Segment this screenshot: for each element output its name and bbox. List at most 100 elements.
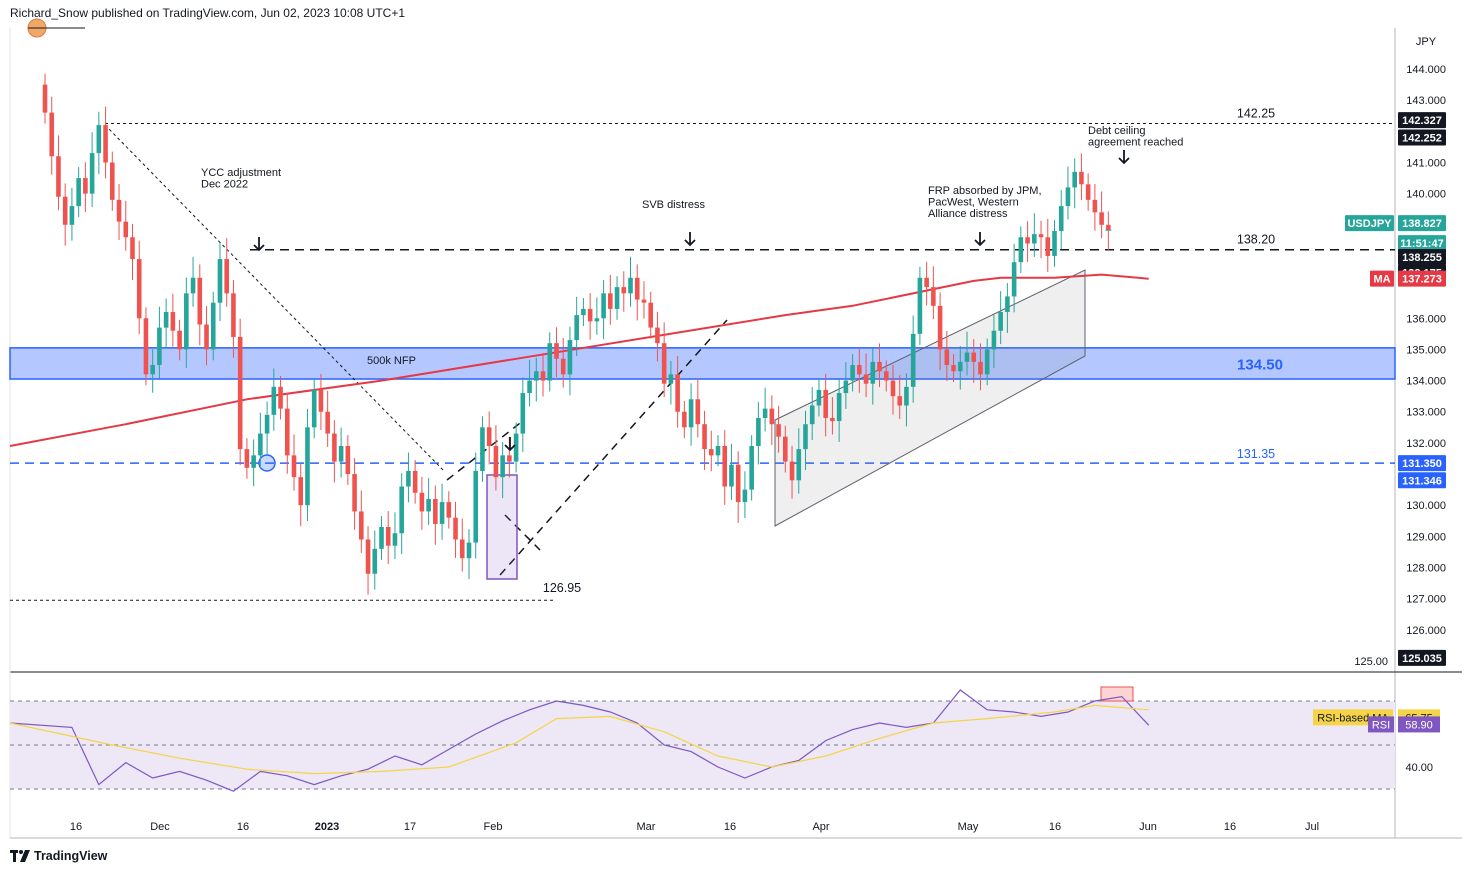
- candle-130: [917, 266, 923, 345]
- candle-body: [722, 446, 728, 487]
- price-tag-bg: [1398, 472, 1446, 489]
- candle-96: [688, 383, 694, 446]
- candle-73: [533, 357, 539, 402]
- price-tag-11: 125.035: [1398, 649, 1446, 666]
- candle-body: [311, 389, 317, 428]
- candle-body: [264, 414, 270, 434]
- candle-149: [1045, 218, 1051, 272]
- y-tick-1: 143.000: [1406, 95, 1446, 107]
- candle-body: [715, 446, 721, 456]
- candle-24: [204, 306, 209, 366]
- candle-119: [843, 362, 849, 409]
- candle-63: [466, 529, 472, 580]
- candle-body: [1032, 234, 1037, 244]
- candle-body: [210, 302, 216, 350]
- y-tick-3: 140.000: [1406, 189, 1446, 201]
- candle-27: [224, 238, 230, 307]
- price-tag-text: 11:51:47: [1400, 238, 1443, 250]
- annotation-4-line-0: Debt ceiling: [1088, 125, 1145, 137]
- candle-65: [480, 416, 485, 482]
- candle-body: [406, 470, 411, 487]
- candle-47: [359, 490, 364, 553]
- candle-body: [49, 112, 55, 157]
- candle-body: [695, 399, 701, 425]
- candle-body: [628, 277, 633, 294]
- candle-body: [352, 474, 357, 512]
- price-tag-text: MA: [1373, 274, 1390, 286]
- candle-body: [224, 259, 230, 294]
- candle-80: [581, 298, 586, 327]
- candle-95: [682, 400, 687, 439]
- candle-3: [62, 183, 68, 246]
- annotation-4-line-1: agreement reached: [1088, 137, 1183, 149]
- candle-62: [459, 518, 465, 572]
- y-tick-13: 126.000: [1406, 625, 1446, 637]
- candle-body: [237, 336, 243, 450]
- candle-body: [116, 199, 122, 222]
- candle-39: [305, 408, 310, 522]
- x-tick-9: May: [958, 821, 979, 833]
- candle-body: [392, 533, 398, 546]
- candle-61: [453, 501, 458, 558]
- candle-body: [964, 352, 970, 362]
- candle-89: [641, 281, 647, 319]
- price-tag-4: 11:51:47: [1398, 235, 1446, 252]
- candle-86: [621, 271, 627, 312]
- candle-92: [661, 322, 667, 398]
- rsi-tag: RSI 58.90: [1368, 716, 1440, 733]
- candle-body: [1085, 184, 1091, 200]
- publisher-header: Richard_Snow published on TradingView.co…: [10, 6, 406, 20]
- candle-57: [426, 478, 431, 525]
- price-tag-3: 138.827: [1398, 215, 1446, 232]
- candle-body: [184, 293, 189, 350]
- candle-101: [722, 430, 728, 505]
- price-tag-text: 142.327: [1402, 115, 1442, 127]
- candle-90: [648, 291, 653, 339]
- candle-body: [1052, 231, 1057, 256]
- candle-body: [816, 389, 822, 406]
- candle-body: [480, 427, 485, 471]
- candle-body: [648, 302, 653, 328]
- candle-body: [433, 498, 438, 524]
- candle-body: [991, 330, 997, 350]
- candle-31: [251, 439, 256, 487]
- candle-76: [554, 327, 559, 378]
- candle-83: [601, 279, 606, 340]
- candle-5: [76, 167, 81, 217]
- rsi-line: [9, 689, 1150, 792]
- candle-body: [978, 361, 983, 375]
- candle-body: [708, 449, 714, 456]
- price-tag-0: 142.327: [1398, 112, 1446, 129]
- candle-13: [130, 223, 135, 280]
- candle-body: [1005, 296, 1010, 313]
- candle-20: [177, 319, 182, 361]
- candle-8: [96, 111, 102, 175]
- candle-150: [1052, 220, 1057, 267]
- candle-body: [507, 455, 512, 462]
- candle-122: [863, 353, 869, 398]
- candle-67: [493, 425, 499, 491]
- candle-126: [890, 364, 896, 415]
- annotation-0-line-0: YCC adjustment: [201, 167, 281, 179]
- candle-body: [426, 498, 431, 512]
- rsi-tag-value-bg: [1398, 716, 1440, 733]
- candle-body: [830, 417, 835, 422]
- price-tag-bg: [1398, 112, 1446, 129]
- candle-99: [708, 430, 714, 472]
- candle-body: [614, 287, 620, 309]
- candle-93: [668, 360, 674, 405]
- candle-body: [385, 527, 391, 546]
- candle-body: [608, 293, 613, 309]
- price-tag-9: 131.350: [1398, 455, 1446, 472]
- candle-157: [1099, 191, 1104, 239]
- candle-body: [547, 343, 553, 381]
- candle-body: [332, 433, 337, 462]
- candle-body: [372, 548, 378, 574]
- rising-channel: [774, 269, 1086, 527]
- candle-107: [762, 387, 768, 432]
- candle-body: [863, 374, 869, 384]
- candle-120: [850, 354, 855, 392]
- candle-94: [675, 355, 680, 428]
- candle-102: [729, 443, 734, 500]
